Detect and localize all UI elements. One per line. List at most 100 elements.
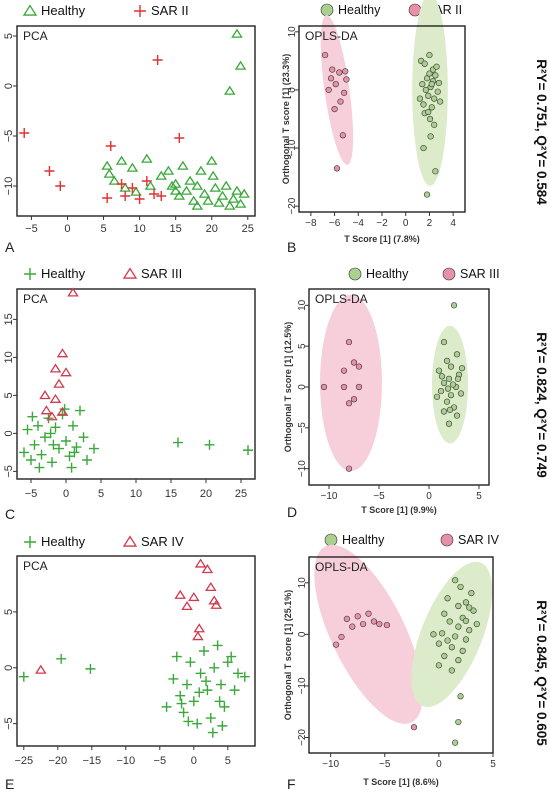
data-point: [428, 104, 435, 111]
legend-item-sar-iii: SAR III: [122, 266, 182, 281]
data-point: [220, 180, 232, 190]
data-point: [60, 367, 72, 377]
data-point: [126, 162, 139, 172]
data-point: [201, 564, 214, 574]
x-tick-label: 20: [206, 223, 218, 235]
y-tick-label: −10: [297, 677, 308, 694]
x-tick-label: 0: [64, 223, 70, 235]
data-point: [459, 647, 466, 654]
data-point: [455, 718, 462, 726]
legend-item-sar-iv: SAR IV: [440, 533, 500, 547]
x-tick-label: −5: [154, 755, 167, 767]
data-point: [82, 455, 92, 465]
data-point: [329, 66, 336, 73]
data-point: [333, 165, 341, 172]
legend-circle-marker: [320, 3, 334, 17]
legend-circle-marker: [324, 533, 338, 547]
data-point: [466, 604, 473, 611]
data-point: [166, 180, 178, 190]
x-tick-label: 0: [191, 755, 197, 767]
method-label: OPLS-DA: [315, 292, 368, 306]
legend-label: SAR II: [151, 3, 189, 18]
data-point: [427, 133, 434, 140]
legend-plus-marker: [24, 536, 36, 548]
data-point: [171, 651, 182, 662]
x-tick-label: −2: [376, 218, 388, 229]
data-point: [349, 623, 356, 630]
data-point: [462, 617, 470, 625]
data-point: [102, 193, 113, 203]
plot-frame: [16, 288, 256, 480]
data-point: [327, 75, 335, 82]
y-tick-label: 15: [3, 313, 15, 325]
data-point: [450, 302, 458, 309]
data-point: [176, 698, 187, 709]
data-point: [187, 195, 200, 205]
legend-plus-marker: [24, 268, 36, 280]
data-point: [71, 442, 82, 453]
y-tick-label: 0: [3, 430, 15, 436]
series-sar-iii: [320, 338, 363, 472]
x-axis-title: T Score [1] (9.9%): [361, 505, 437, 515]
data-point: [29, 439, 40, 450]
legend-circle-marker: [442, 267, 456, 281]
data-point: [354, 613, 361, 620]
data-point: [233, 668, 243, 679]
y-tick-label: −10: [3, 177, 15, 196]
data-point: [365, 610, 372, 617]
data-point: [426, 115, 434, 123]
data-point: [231, 28, 243, 38]
data-point: [191, 200, 204, 210]
data-point: [331, 106, 338, 113]
data-point: [360, 620, 367, 628]
x-tick-label: −10: [322, 759, 339, 770]
panel-letter: B: [287, 239, 296, 255]
data-point: [40, 432, 50, 443]
data-point: [444, 637, 451, 644]
data-point: [48, 439, 59, 450]
data-point: [425, 108, 432, 116]
data-point: [437, 387, 445, 395]
series-sar-ii: [19, 55, 185, 204]
data-point: [68, 420, 78, 431]
x-tick-label: 10: [130, 488, 142, 500]
x-tick-label: 15: [165, 488, 177, 500]
data-point: [445, 420, 453, 427]
x-tick-label: −5: [373, 491, 385, 502]
data-point: [439, 630, 446, 637]
y-tick-label: −20: [297, 729, 308, 746]
data-point: [191, 180, 204, 190]
legend-item-healthy: Healthy: [24, 534, 86, 549]
y-tick-label: −10: [287, 139, 298, 156]
data-point: [416, 95, 424, 102]
data-point: [419, 81, 426, 88]
data-point: [345, 465, 353, 472]
data-point: [443, 357, 451, 364]
data-point: [239, 671, 250, 682]
data-point: [462, 636, 470, 643]
data-point: [441, 610, 448, 617]
model-statistics: R²Y= 0.845, Q²Y= 0.605: [534, 600, 549, 746]
y-tick-label: 10: [297, 299, 308, 311]
data-point: [116, 179, 127, 189]
data-point: [194, 687, 205, 698]
data-point: [168, 673, 179, 684]
data-point: [108, 175, 121, 185]
data-point: [33, 420, 43, 431]
plot-frame: [308, 556, 494, 754]
x-tick-label: 5: [98, 488, 104, 500]
data-point: [345, 400, 353, 407]
data-point: [202, 195, 214, 205]
data-point: [449, 381, 457, 388]
x-tick-label: −15: [82, 755, 101, 767]
data-point: [36, 449, 47, 460]
data-point: [434, 88, 441, 95]
data-point: [452, 739, 459, 746]
data-point: [149, 189, 160, 199]
y-tick-label: −5: [3, 717, 15, 730]
data-point: [134, 194, 145, 204]
data-point: [141, 153, 153, 163]
data-point: [458, 365, 466, 372]
data-point: [49, 363, 62, 373]
y-tick-label: 10: [287, 26, 298, 38]
